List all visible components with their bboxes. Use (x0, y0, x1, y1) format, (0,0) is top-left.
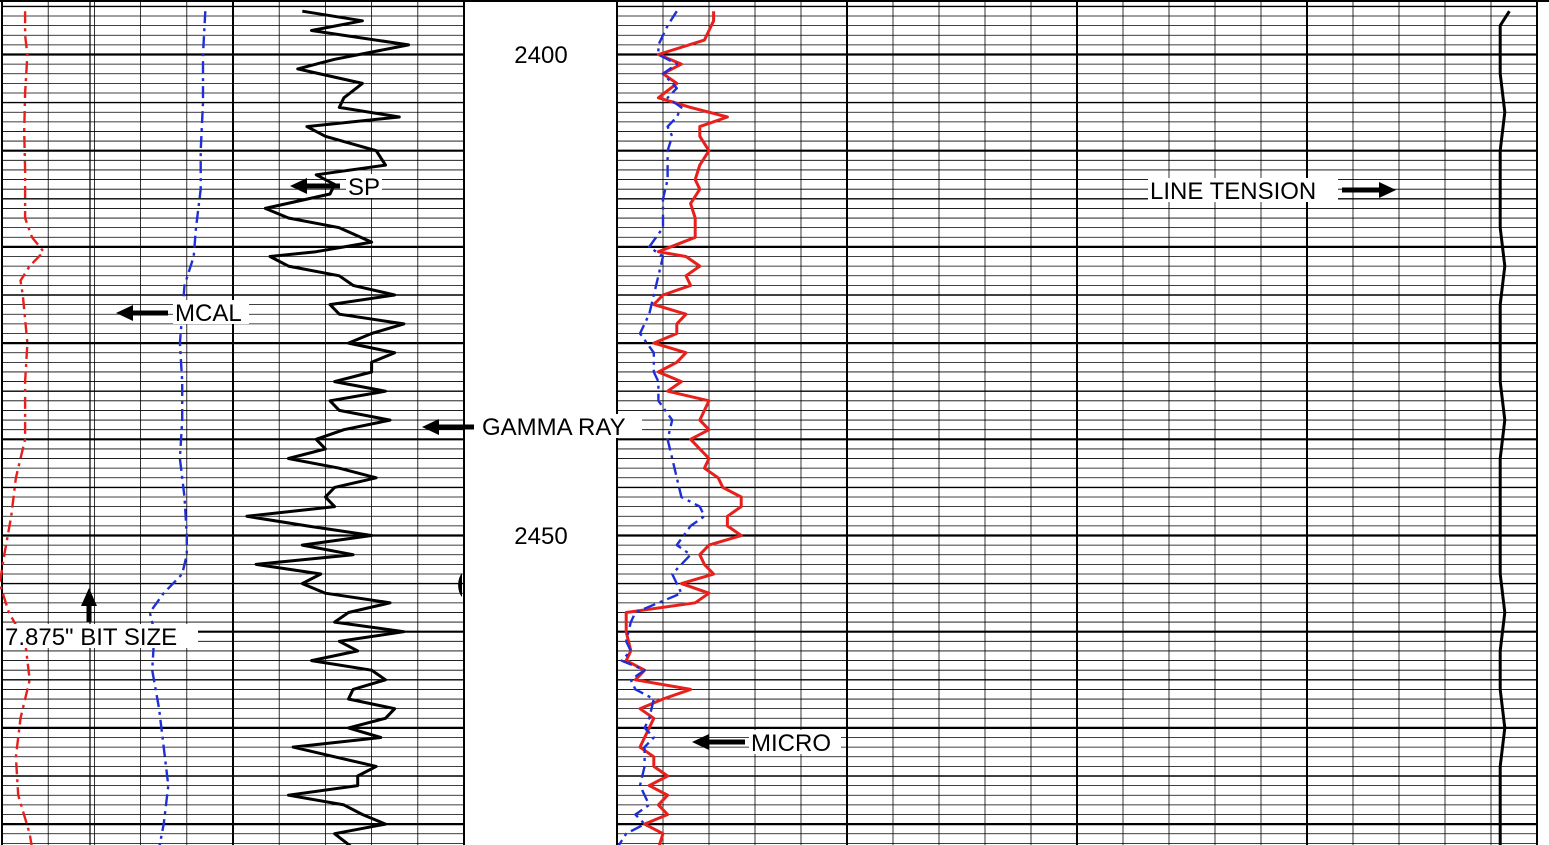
gamma-label-bg (480, 414, 642, 438)
mcal-label-bg (173, 300, 249, 324)
bit-size-arrow (81, 588, 97, 622)
curve-sp (148, 11, 207, 845)
gamma-ray-arrow (422, 419, 474, 435)
sp-label: SP (348, 174, 380, 201)
curve-tension (1498, 10, 1511, 845)
micro-label: MICRO (751, 730, 831, 757)
bit-size-label: 7.875" BIT SIZE (5, 624, 177, 651)
curve-micro-red (624, 11, 743, 845)
curve-micro-blue (617, 10, 706, 845)
tension-label-bg (1148, 178, 1338, 202)
mcal-arrow (116, 305, 168, 321)
line-tension-label: LINE TENSION (1150, 178, 1316, 205)
depth-label-2400: 2400 (514, 42, 567, 69)
mcal-label: MCAL (175, 300, 242, 327)
edge-marker (458, 573, 462, 597)
line-tension-arrow (1342, 182, 1396, 198)
curve-annotations: SP MCAL GAMMA RAY 7.875" BIT SIZE MICRO … (3, 174, 1338, 757)
bit-size-label-bg (3, 624, 198, 648)
micro-arrow (692, 734, 745, 750)
sp-arrow (290, 178, 340, 194)
log-curves (0, 2, 1511, 845)
annotation-arrows (81, 178, 1396, 750)
depth-labels: 2400 2450 (514, 42, 567, 550)
sp-label-bg (346, 174, 382, 198)
depth-label-2450: 2450 (514, 523, 567, 550)
curve-gamma (245, 9, 411, 845)
micro-label-bg (749, 730, 841, 754)
gamma-ray-label: GAMMA RAY (482, 414, 626, 441)
curve-mcal (0, 11, 45, 845)
